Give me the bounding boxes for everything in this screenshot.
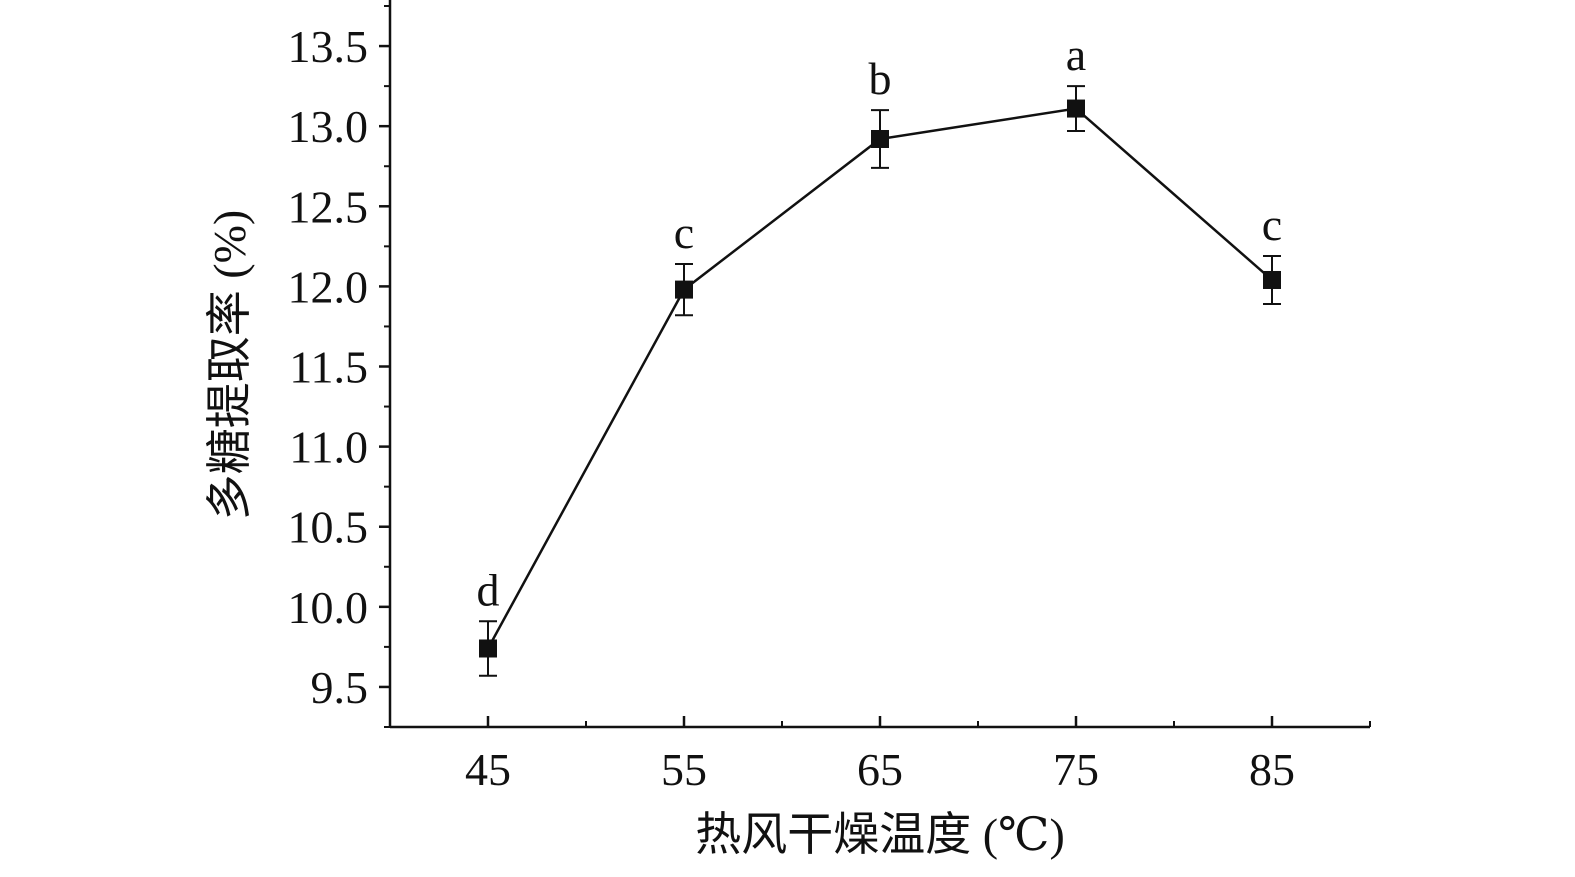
y-tick-label: 10.0 [288, 582, 369, 633]
y-tick-label: 13.0 [288, 101, 369, 152]
y-tick-label: 10.5 [288, 502, 369, 553]
y-tick-label: 12.5 [288, 181, 369, 232]
data-point [1067, 99, 1085, 118]
data-point [675, 280, 693, 299]
significance-label: a [1066, 29, 1086, 80]
data-point [1263, 270, 1281, 289]
x-tick-label: 65 [857, 744, 903, 795]
significance-label: d [477, 564, 500, 615]
y-tick-label: 9.5 [311, 662, 369, 713]
y-axis-title: 多糖提取率 (%) [204, 210, 255, 520]
significance-label: c [1262, 199, 1282, 250]
significance-label: b [869, 53, 892, 104]
y-tick-label: 13.5 [288, 21, 369, 72]
x-axis-title: 热风干燥温度 (℃) [695, 809, 1065, 860]
y-tick-label: 11.5 [289, 342, 368, 393]
x-tick-label: 75 [1053, 744, 1099, 795]
x-tick-label: 45 [465, 744, 511, 795]
data-point [479, 639, 497, 658]
data-point [871, 129, 889, 148]
series-line [486, 107, 1273, 650]
significance-label: c [674, 207, 694, 258]
y-tick-label: 11.0 [289, 422, 368, 473]
x-tick-label: 55 [661, 744, 707, 795]
y-tick-label: 12.0 [288, 261, 369, 312]
x-tick-label: 85 [1249, 744, 1295, 795]
